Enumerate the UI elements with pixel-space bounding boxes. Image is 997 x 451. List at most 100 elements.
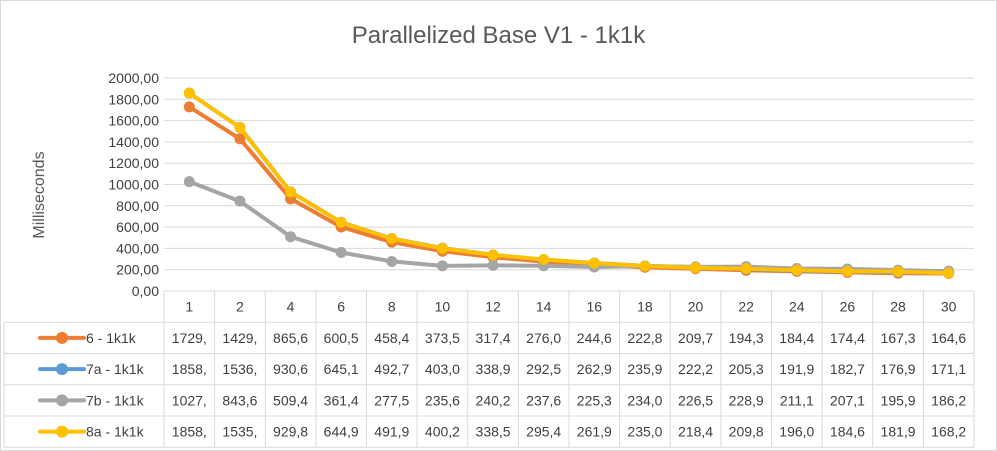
data-point [639,260,651,272]
series-line [187,91,951,275]
x-tick-label: 6 [337,299,345,315]
table-cell: 181,9 [881,424,916,440]
x-tick-label: 20 [688,299,704,315]
table-cell: 1729, [172,330,207,346]
table-cell: 228,9 [729,392,764,408]
table-cell: 234,0 [627,392,662,408]
legend-key-marker [56,363,68,376]
table-cell: 1536, [222,361,257,377]
data-point [487,259,499,271]
table-cell: 164,6 [931,330,966,346]
table-cell: 317,4 [476,330,511,346]
x-tick-label: 22 [738,299,754,315]
table-cell: 184,4 [779,330,814,346]
table-cell: 209,8 [729,424,764,440]
x-tick-label: 4 [287,299,295,315]
data-point [588,257,600,269]
x-tick-label: 26 [840,299,856,315]
data-point [335,247,347,259]
table-cell: 1429, [222,330,257,346]
legend-label: 7a - 1k1k [86,361,145,377]
table-cell: 222,2 [678,361,713,377]
table-cell: 373,5 [425,330,460,346]
table-cell: 222,8 [627,330,662,346]
data-point [943,267,955,279]
table-cell: 211,1 [780,392,814,408]
data-point [183,87,195,99]
table-cell: 338,9 [476,361,511,377]
table-cell: 645,1 [324,361,359,377]
y-tick-label: 200,00 [116,262,159,278]
x-tick-label: 24 [789,299,805,315]
table-cell: 262,9 [577,361,612,377]
table-cell: 338,5 [476,424,511,440]
table-cell: 644,9 [324,424,359,440]
table-cell: 171,1 [931,361,966,377]
y-tick-label: 1400,00 [108,134,159,150]
series-8a---1k1k [183,87,955,279]
data-point [791,264,803,276]
data-point [841,265,853,277]
series-line [187,179,951,274]
data-point [436,242,448,254]
table-cell: 184,6 [830,424,865,440]
y-tick-label: 1800,00 [108,91,159,107]
data-point [436,260,448,272]
table-cell: 277,5 [374,392,409,408]
table-cell: 600,5 [324,330,359,346]
table-cell: 403,0 [425,361,460,377]
y-tick-label: 600,00 [116,219,159,235]
data-point [285,231,297,243]
series-lines [183,87,955,279]
table-cell: 194,3 [729,330,764,346]
table-cell: 167,3 [881,330,916,346]
x-tick-label: 16 [587,299,603,315]
table-cell: 400,2 [425,424,460,440]
legend-key-marker [56,425,68,438]
x-tick-label: 14 [536,299,552,315]
data-table: 1 2 4 6 8 10 12 14 16 18 20 22 24 26 28 306 - 1k1k 1729,… [3,291,975,448]
table-cell: 492,7 [374,361,409,377]
table-cell: 929,8 [273,424,308,440]
table-cell: 235,9 [627,361,662,377]
table-cell: 295,4 [526,424,561,440]
gridlines [164,77,974,292]
data-point [335,216,347,228]
legend-key-marker [56,394,68,407]
table-cell: 276,0 [526,330,561,346]
table-cell: 244,6 [577,330,612,346]
table-cell: 225,3 [577,392,612,408]
table-cell: 865,6 [273,330,308,346]
x-tick-label: 2 [236,299,244,315]
legend-key-marker [56,331,68,344]
table-cell: 218,4 [678,424,713,440]
y-axis-ticks: 0,00 200,00 400,00 600,00 800,00 1000,00 1200,… [108,70,159,299]
data-point [234,133,246,145]
table-cell: 176,9 [881,361,916,377]
y-tick-label: 1600,00 [108,113,159,129]
table-cell: 1535, [222,424,257,440]
table-cell: 509,4 [273,392,308,408]
series-6---1k1k [183,101,955,279]
table-cell: 168,2 [931,424,966,440]
data-point [892,266,904,278]
table-cell: 843,6 [222,392,257,408]
legend-label: 8a - 1k1k [86,424,145,440]
table-cell: 491,9 [374,424,409,440]
series-7a---1k1k [183,87,955,279]
series-line [187,91,951,276]
legend-label: 6 - 1k1k [86,330,137,346]
legend-label: 7b - 1k1k [86,392,145,408]
table-cell: 240,2 [476,392,511,408]
data-point [690,262,702,274]
x-tick-label: 1 [185,299,193,315]
table-cell: 196,0 [779,424,814,440]
x-tick-label: 30 [941,299,957,315]
table-cell: 458,4 [374,330,409,346]
table-cell: 235,0 [627,424,662,440]
data-point [487,249,499,261]
x-tick-label: 8 [388,299,396,315]
table-cell: 195,9 [881,392,916,408]
